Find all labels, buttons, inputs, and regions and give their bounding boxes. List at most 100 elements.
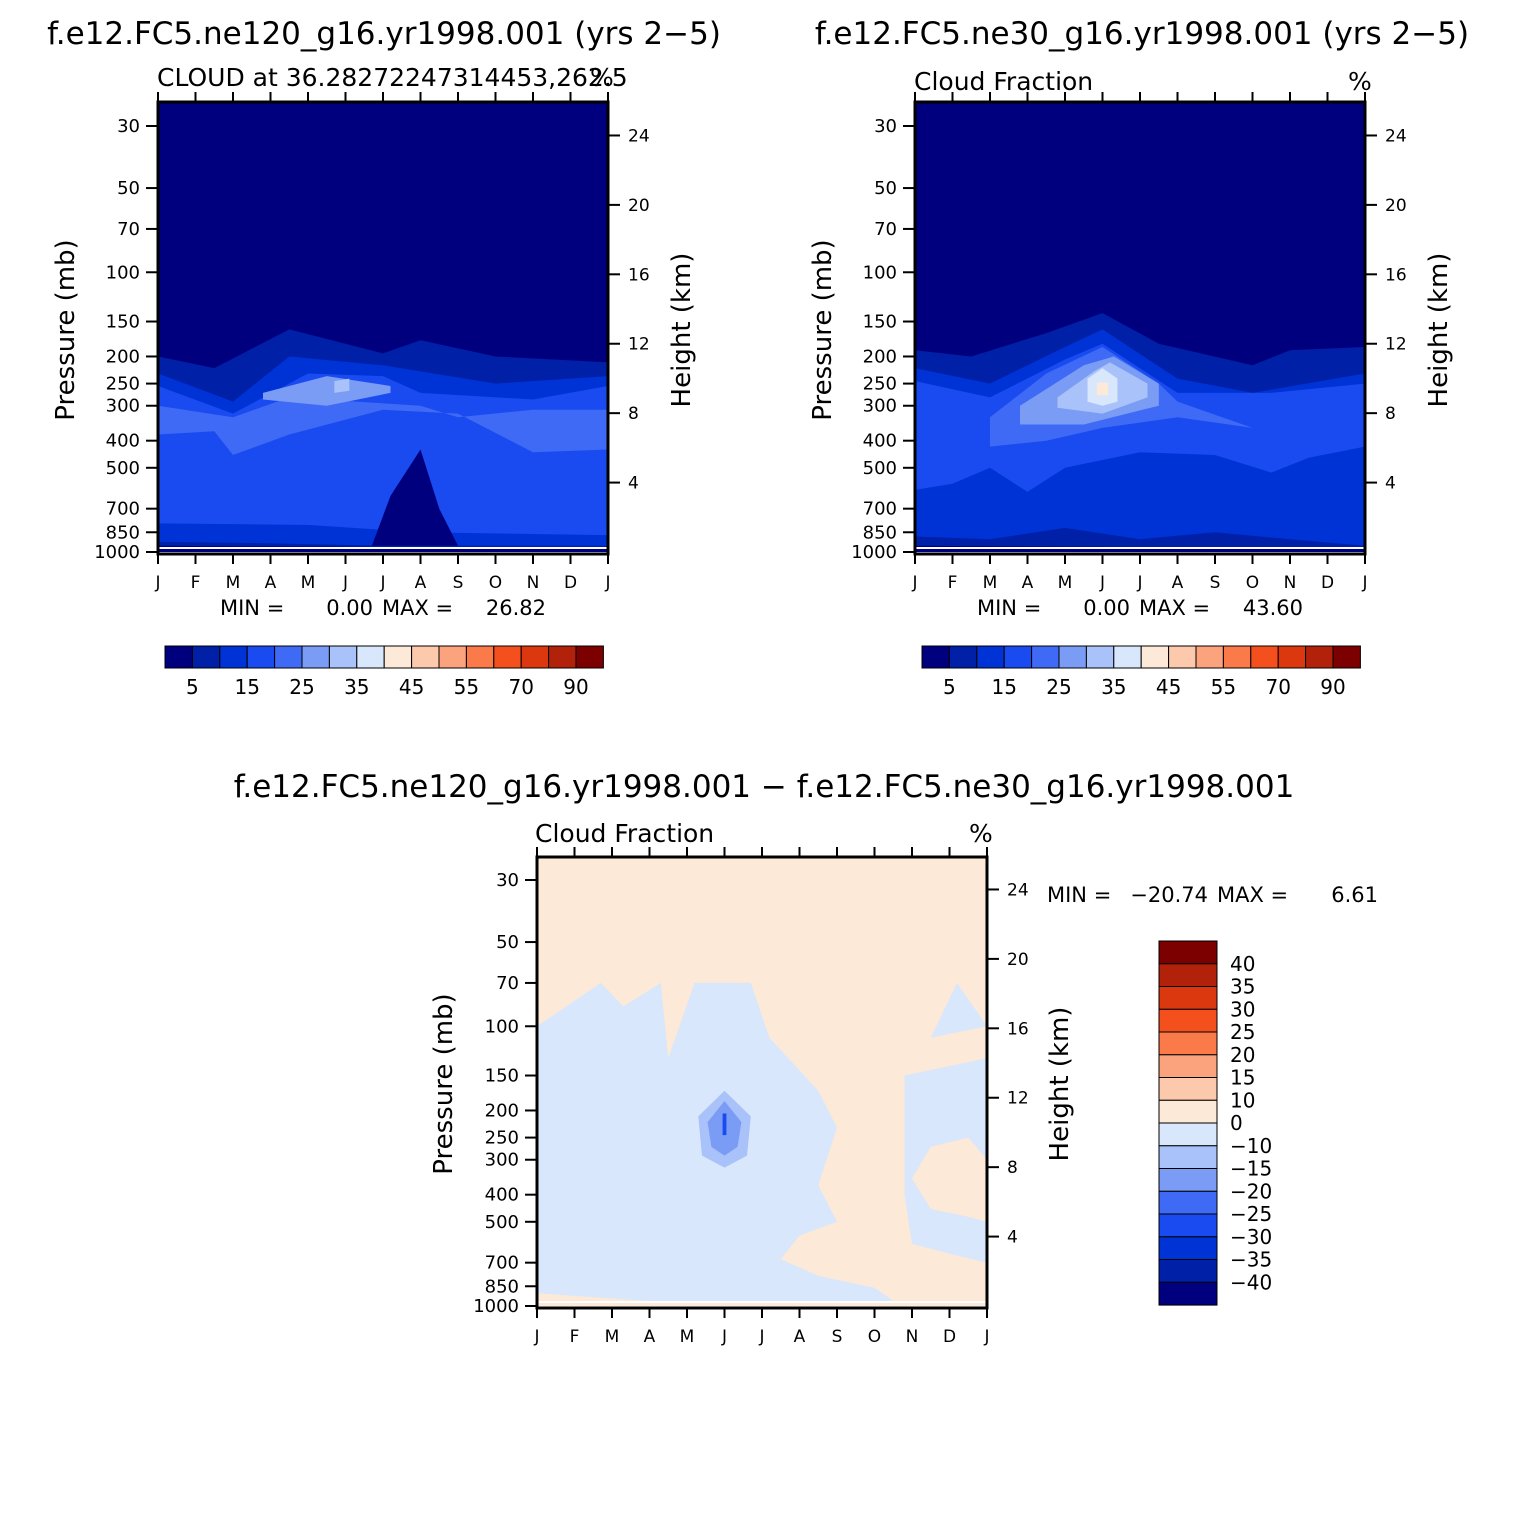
diff-ytick-label: 500	[485, 1212, 519, 1233]
diff-xtick-label: J	[721, 1327, 727, 1347]
diff-ytick-label: 700	[485, 1253, 519, 1274]
left-min-value: 0.00	[326, 596, 373, 620]
diff-colorbar-swatch	[1158, 963, 1218, 988]
left-ytick-label: 200	[106, 346, 140, 367]
right-y2tick-label: 16	[1385, 265, 1407, 285]
diff-max-label: MAX =	[1217, 883, 1288, 907]
diff-colorbar-label: −10	[1230, 1134, 1272, 1158]
diff-neg-region2	[904, 1058, 987, 1263]
left-y2tick-label: 4	[628, 474, 639, 494]
left-contour-band-3	[158, 397, 608, 455]
diff-xtick-label: O	[868, 1327, 881, 1347]
left-ytick-label: 30	[117, 116, 140, 137]
diff-plot-area	[537, 857, 987, 1306]
right-xtick-label: O	[1246, 573, 1259, 593]
left-colorbar-swatch	[493, 645, 522, 669]
right-colorbar-label: 55	[1211, 675, 1236, 699]
diff-xtick-label: D	[943, 1327, 956, 1347]
diff-ytick-label: 200	[485, 1100, 519, 1121]
diff-contours	[537, 857, 987, 1306]
diff-y2label: Height (km)	[1045, 1007, 1075, 1162]
left-xtick-label: M	[226, 573, 241, 593]
diff-y2tick-label: 12	[1007, 1089, 1029, 1109]
diff-colorbar-label: 30	[1230, 997, 1255, 1021]
diff-y2tick-label: 16	[1007, 1019, 1029, 1039]
right-min-label: MIN =	[977, 596, 1041, 620]
left-units: %	[590, 63, 614, 92]
diff-colorbar-label: 40	[1230, 952, 1255, 976]
diff-colorbar-swatch	[1158, 940, 1218, 965]
left-subtitle: CLOUD at 36.28272247314453,262.5	[157, 63, 628, 92]
diff-xtick-label: M	[605, 1327, 620, 1347]
diff-colorbar-swatch	[1158, 1168, 1218, 1192]
right-ytick-label: 100	[863, 262, 897, 283]
left-colorbar-label: 35	[344, 675, 369, 699]
diff-subtitle: Cloud Fraction	[535, 819, 714, 848]
left-xtick-label: A	[415, 573, 427, 593]
diff-ytick-label: 850	[485, 1276, 519, 1297]
right-colorbar-label: 25	[1046, 675, 1071, 699]
diff-y2tick-label: 4	[1007, 1228, 1018, 1248]
diff-colorbar-swatch	[1158, 1099, 1218, 1124]
right-colorbar-label: 90	[1320, 675, 1345, 699]
left-colorbar-label: 5	[186, 675, 199, 699]
diff-ytick-label: 400	[485, 1185, 519, 1206]
diff-xtick-label: S	[832, 1327, 843, 1347]
right-xtick-label: F	[948, 573, 958, 593]
left-ytick-label: 1000	[94, 542, 140, 563]
left-xtick-label: J	[379, 573, 385, 593]
left-colorbar-swatch	[191, 645, 221, 669]
left-ytick-label: 70	[117, 219, 140, 240]
left-min-label: MIN =	[220, 596, 284, 620]
diff-y2tick-label: 8	[1007, 1158, 1018, 1178]
right-colorbar-swatch	[921, 645, 950, 669]
left-colorbar-swatch	[575, 645, 604, 669]
right-ytick-label: 70	[874, 219, 897, 240]
right-units: %	[1348, 67, 1372, 96]
diff-negative-blob-2	[722, 1113, 727, 1136]
right-ytick-label: 150	[863, 312, 897, 333]
diff-ytick-label: 300	[485, 1150, 519, 1171]
left-colorbar-swatch	[548, 645, 577, 669]
right-colorbar: 5 15 25 35 45 55 70 90	[921, 645, 1361, 699]
right-colorbar-swatch	[1250, 645, 1279, 669]
right-colorbar-swatch	[1113, 645, 1142, 669]
diff-ytick-label: 70	[496, 973, 519, 994]
left-y2tick-label: 8	[628, 404, 639, 424]
diff-xtick-label: J	[983, 1327, 989, 1347]
left-xtick-label: J	[154, 573, 160, 593]
diff-ytick-label: 250	[485, 1128, 519, 1149]
diff-colorbar-label: −25	[1230, 1202, 1272, 1226]
left-title: f.e12.FC5.ne120_g16.yr1998.001 (yrs 2−5)	[47, 16, 721, 52]
right-ytick-label: 200	[863, 346, 897, 367]
diff-ytick-label: 50	[496, 932, 519, 953]
left-contour-low-region	[371, 449, 458, 546]
diff-colorbar-swatch	[1158, 1008, 1218, 1033]
right-xtick-label: M	[983, 573, 998, 593]
left-xtick-label: N	[527, 573, 540, 593]
panel-right: f.e12.FC5.ne30_g16.yr1998.001 (yrs 2−5) …	[808, 16, 1469, 699]
left-colorbar-label: 25	[289, 675, 314, 699]
left-xtick-label: A	[265, 573, 277, 593]
right-xtick-label: A	[1022, 573, 1034, 593]
right-colorbar-label: 35	[1101, 675, 1126, 699]
right-colorbar-swatch	[1031, 645, 1060, 669]
right-colorbar-swatch	[1332, 645, 1361, 669]
left-xtick-label: F	[191, 573, 201, 593]
diff-colorbar-label: 15	[1230, 1066, 1255, 1090]
left-colorbar-swatch	[383, 645, 413, 669]
right-ytick-label: 700	[863, 499, 897, 520]
right-ytick-label: 850	[863, 522, 897, 543]
diff-units: %	[969, 819, 993, 848]
left-colorbar-swatch	[246, 645, 276, 669]
right-xtick-label: N	[1284, 573, 1297, 593]
right-colorbar-swatch	[976, 645, 1005, 669]
left-colorbar-label: 70	[508, 675, 533, 699]
left-max-label: MAX =	[382, 596, 453, 620]
diff-ytick-label: 100	[485, 1016, 519, 1037]
left-ytick-label: 500	[106, 458, 140, 479]
right-y2tick-label: 20	[1385, 196, 1407, 216]
diff-colorbar-label: 20	[1230, 1043, 1255, 1067]
right-y2tick-label: 12	[1385, 335, 1407, 355]
diff-xtick-label: J	[758, 1327, 764, 1347]
